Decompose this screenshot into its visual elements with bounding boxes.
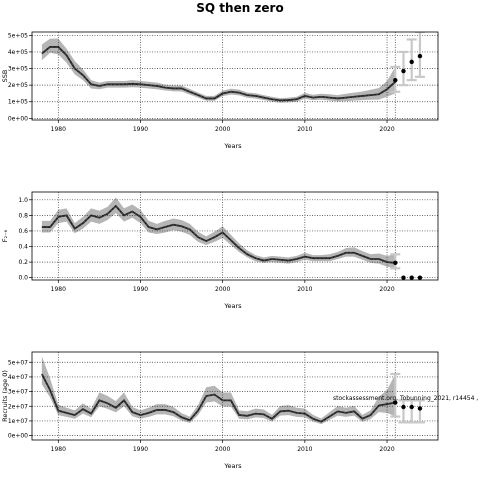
projection-point xyxy=(393,77,398,83)
confidence-band xyxy=(41,356,396,425)
projection-point xyxy=(409,59,414,65)
y-tick-label: 0e+00 xyxy=(8,433,28,440)
estimate-line-dash xyxy=(41,205,396,264)
projection-point xyxy=(417,275,423,280)
y-tick-label: 0.4 xyxy=(18,244,28,251)
x-tick-label: 2010 xyxy=(297,286,312,293)
y-tick-label: 0.0 xyxy=(18,275,28,282)
x-tick-label: 2020 xyxy=(379,446,394,453)
confidence-band xyxy=(41,197,396,269)
x-axis-label: Years xyxy=(223,462,242,470)
x-tick-label: 1990 xyxy=(133,446,148,453)
projection-point xyxy=(417,53,423,59)
x-tick-label: 2000 xyxy=(215,446,230,453)
y-tick-label: 2e+05 xyxy=(8,82,28,89)
estimate-line xyxy=(41,46,396,102)
x-tick-label: 2020 xyxy=(379,286,394,293)
x-tick-label: 2000 xyxy=(215,286,230,293)
y-tick-label: 1.0 xyxy=(18,197,28,204)
x-tick-label: 1990 xyxy=(133,286,148,293)
x-tick-label: 1980 xyxy=(51,126,66,133)
x-tick-label: 2020 xyxy=(379,126,394,133)
y-tick-label: 0.8 xyxy=(18,212,28,219)
projection-point xyxy=(409,404,414,410)
x-axis-label: Years xyxy=(223,142,242,150)
x-tick-label: 2010 xyxy=(297,446,312,453)
y-tick-label: 4e+07 xyxy=(8,374,28,381)
x-tick-label: 1980 xyxy=(51,446,66,453)
x-tick-label: 1990 xyxy=(133,126,148,133)
axes-frame xyxy=(31,31,439,121)
x-axis-label: Years xyxy=(223,302,242,310)
plot-area xyxy=(32,192,438,280)
source-annotation: stockassessment.org, Tobunning_2021, r14… xyxy=(333,395,480,402)
projection-point xyxy=(401,404,406,410)
plot-area xyxy=(32,32,438,120)
y-axis-label: SSB xyxy=(1,70,9,83)
plot-area xyxy=(32,352,438,440)
x-tick-label: 2000 xyxy=(215,126,230,133)
y-tick-label: 5e+07 xyxy=(8,359,28,366)
y-axis-label: Recruits (age 0) xyxy=(1,370,9,422)
x-tick-label: 1980 xyxy=(51,286,66,293)
confidence-band xyxy=(41,38,396,103)
panel-recruits: 1980 1990 2000 2010 2020 0e+00 1e+07 2e+07 3e+07… xyxy=(1,351,439,470)
y-tick-label: 0e+00 xyxy=(8,115,28,122)
axes-frame xyxy=(31,351,439,441)
y-tick-label: 4e+05 xyxy=(8,49,28,56)
y-tick-label: 0.6 xyxy=(18,228,28,235)
estimate-line-dash xyxy=(41,373,396,422)
projection-point xyxy=(401,275,406,280)
y-tick-label: 5e+05 xyxy=(8,32,28,39)
y-tick-label: 3e+05 xyxy=(8,66,28,73)
projection-point xyxy=(401,68,406,74)
y-axis-label: F₂₋₆ xyxy=(1,229,9,242)
y-tick-label: 0.2 xyxy=(18,259,28,266)
chart-title: SQ then zero xyxy=(196,1,283,15)
projection-point xyxy=(417,406,423,411)
panel-ssb: 1980 1990 2000 2010 2020 0e+00 1e+05 2e+05 3e+05… xyxy=(1,31,439,150)
x-tick-label: 2010 xyxy=(297,126,312,133)
y-tick-label: 1e+07 xyxy=(8,418,28,425)
y-tick-label: 1e+05 xyxy=(8,99,28,106)
y-tick-label: 3e+07 xyxy=(8,389,28,396)
panel-fbar: 1980 1990 2000 2010 2020 0.0 0.2 0.4 0.6 0.8 1.0 Ye… xyxy=(1,191,439,310)
projection-point xyxy=(393,260,398,266)
y-tick-label: 2e+07 xyxy=(8,403,28,410)
projection-point xyxy=(409,275,414,280)
axes-frame xyxy=(31,191,439,281)
projection-point xyxy=(393,400,398,405)
estimate-line-dash xyxy=(41,46,396,101)
